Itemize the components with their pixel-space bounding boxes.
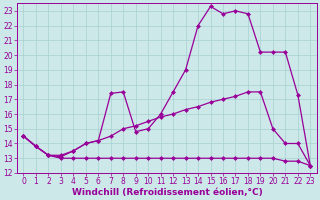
- X-axis label: Windchill (Refroidissement éolien,°C): Windchill (Refroidissement éolien,°C): [72, 188, 262, 197]
